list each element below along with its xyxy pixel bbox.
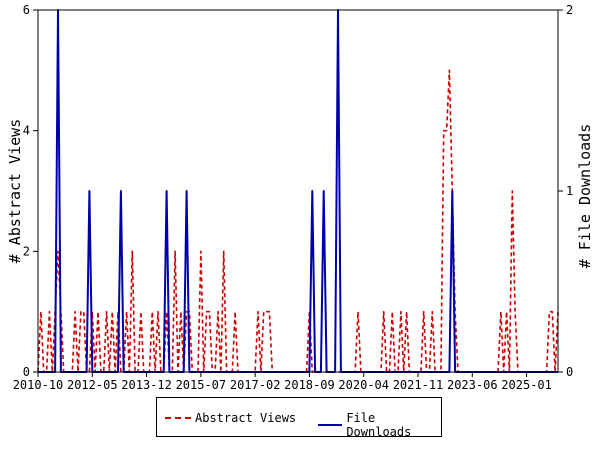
y-left-tick-label: 4	[23, 124, 30, 138]
x-tick-label: 2010-10	[13, 378, 64, 392]
legend-item-abstract-views: Abstract Views	[165, 411, 296, 425]
x-tick-label: 2012-05	[67, 378, 118, 392]
legend-label-file-downloads: File Downloads	[346, 411, 412, 439]
series-line-file-downloads	[38, 9, 558, 373]
y-right-tick-label: 1	[566, 184, 573, 198]
x-tick-label: 2020-04	[338, 378, 389, 392]
y-right-title: # File Downloads	[576, 124, 594, 269]
file-downloads-swatch	[318, 424, 343, 426]
series-line-abstract-views	[37, 69, 559, 373]
abstract-views-swatch	[165, 417, 191, 419]
y-left-title: # Abstract Views	[6, 119, 24, 264]
x-tick-label: 2013-12	[121, 378, 172, 392]
y-right-tick-label: 0	[566, 365, 573, 379]
x-tick-label: 2023-06	[447, 378, 498, 392]
y-left-tick-label: 6	[23, 3, 30, 17]
legend-label-abstract-views: Abstract Views	[195, 411, 297, 425]
x-tick-label: 2021-11	[393, 378, 444, 392]
legend: Abstract Views File Downloads	[156, 397, 442, 439]
x-tick-label: 2015-07	[176, 378, 227, 392]
x-tick-label: 2018-09	[284, 378, 335, 392]
y-left-tick-label: 2	[23, 244, 30, 258]
legend-item-file-downloads: File Downloads	[318, 411, 441, 439]
x-tick-label: 2017-02	[230, 378, 281, 392]
plot-frame	[37, 9, 559, 373]
y-right-tick-label: 2	[566, 3, 573, 17]
y-left-tick-label: 0	[23, 365, 30, 379]
x-tick-label: 2025-01	[501, 378, 552, 392]
